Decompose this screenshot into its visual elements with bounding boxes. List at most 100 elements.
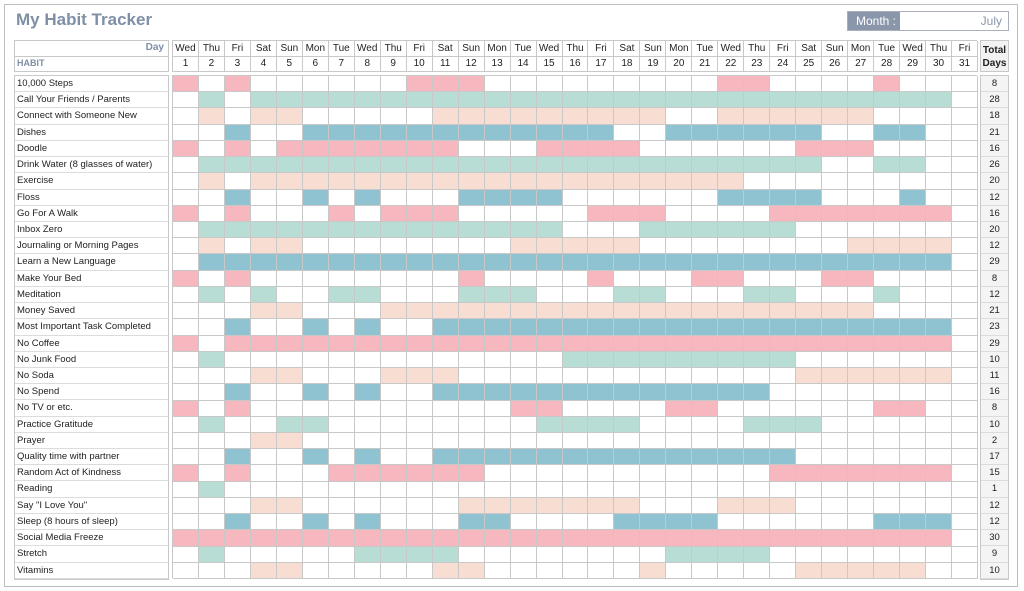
day-cell[interactable]: [952, 482, 978, 498]
day-cell-done[interactable]: [537, 449, 563, 465]
day-cell-done[interactable]: [251, 563, 277, 579]
day-cell-done[interactable]: [692, 271, 718, 287]
day-cell[interactable]: [199, 514, 225, 530]
day-cell[interactable]: [822, 547, 848, 563]
day-cell[interactable]: [407, 271, 433, 287]
day-cell-done[interactable]: [355, 336, 381, 352]
day-cell[interactable]: [407, 417, 433, 433]
day-cell-done[interactable]: [511, 125, 537, 141]
day-cell-done[interactable]: [900, 514, 926, 530]
day-cell-done[interactable]: [459, 222, 485, 238]
day-cell-done[interactable]: [459, 303, 485, 319]
day-cell-done[interactable]: [199, 352, 225, 368]
day-cell[interactable]: [770, 173, 796, 189]
day-cell-done[interactable]: [900, 563, 926, 579]
day-cell-done[interactable]: [900, 401, 926, 417]
day-cell-done[interactable]: [251, 222, 277, 238]
day-cell[interactable]: [822, 125, 848, 141]
day-cell-done[interactable]: [355, 514, 381, 530]
day-cell[interactable]: [770, 401, 796, 417]
day-cell-done[interactable]: [822, 368, 848, 384]
day-cell-done[interactable]: [511, 254, 537, 270]
day-cell[interactable]: [952, 287, 978, 303]
day-cell[interactable]: [355, 563, 381, 579]
day-cell-done[interactable]: [770, 352, 796, 368]
day-cell-done[interactable]: [459, 287, 485, 303]
day-cell-done[interactable]: [433, 157, 459, 173]
day-cell-done[interactable]: [692, 547, 718, 563]
day-cell-done[interactable]: [848, 108, 874, 124]
day-cell[interactable]: [251, 449, 277, 465]
day-cell-done[interactable]: [173, 530, 199, 546]
day-cell-done[interactable]: [640, 92, 666, 108]
day-cell-done[interactable]: [329, 465, 355, 481]
day-cell-done[interactable]: [848, 530, 874, 546]
day-cell-done[interactable]: [407, 76, 433, 92]
day-cell-done[interactable]: [563, 254, 589, 270]
day-cell-done[interactable]: [718, 271, 744, 287]
day-cell[interactable]: [173, 125, 199, 141]
day-cell-done[interactable]: [277, 417, 303, 433]
day-cell-done[interactable]: [563, 530, 589, 546]
day-cell-done[interactable]: [277, 157, 303, 173]
day-cell-done[interactable]: [277, 108, 303, 124]
day-cell-done[interactable]: [692, 319, 718, 335]
day-cell[interactable]: [173, 303, 199, 319]
day-cell[interactable]: [822, 190, 848, 206]
day-cell-done[interactable]: [588, 384, 614, 400]
day-cell[interactable]: [173, 319, 199, 335]
day-cell-done[interactable]: [926, 530, 952, 546]
day-cell[interactable]: [900, 482, 926, 498]
day-cell[interactable]: [952, 498, 978, 514]
day-cell-done[interactable]: [900, 238, 926, 254]
day-cell[interactable]: [796, 482, 822, 498]
day-cell-done[interactable]: [381, 92, 407, 108]
day-cell-done[interactable]: [770, 530, 796, 546]
day-cell[interactable]: [770, 514, 796, 530]
day-cell-done[interactable]: [796, 336, 822, 352]
day-cell[interactable]: [407, 514, 433, 530]
day-cell-done[interactable]: [900, 465, 926, 481]
day-cell-done[interactable]: [225, 319, 251, 335]
day-cell-done[interactable]: [173, 465, 199, 481]
day-cell[interactable]: [900, 141, 926, 157]
day-cell[interactable]: [718, 465, 744, 481]
day-cell[interactable]: [874, 190, 900, 206]
day-cell-done[interactable]: [718, 108, 744, 124]
day-cell-done[interactable]: [692, 173, 718, 189]
day-cell[interactable]: [640, 76, 666, 92]
day-cell-done[interactable]: [433, 222, 459, 238]
day-cell[interactable]: [926, 173, 952, 189]
day-cell[interactable]: [666, 465, 692, 481]
day-cell[interactable]: [563, 514, 589, 530]
day-cell[interactable]: [796, 514, 822, 530]
day-cell-done[interactable]: [614, 303, 640, 319]
day-cell[interactable]: [874, 141, 900, 157]
day-cell-done[interactable]: [355, 449, 381, 465]
day-cell[interactable]: [770, 368, 796, 384]
day-cell-done[interactable]: [822, 336, 848, 352]
day-cell-done[interactable]: [874, 563, 900, 579]
day-cell-done[interactable]: [407, 173, 433, 189]
day-cell-done[interactable]: [588, 352, 614, 368]
day-cell[interactable]: [614, 563, 640, 579]
day-cell-done[interactable]: [563, 141, 589, 157]
day-cell[interactable]: [199, 449, 225, 465]
day-cell[interactable]: [251, 206, 277, 222]
day-cell-done[interactable]: [874, 238, 900, 254]
day-cell[interactable]: [588, 514, 614, 530]
day-cell-done[interactable]: [511, 449, 537, 465]
day-cell[interactable]: [874, 352, 900, 368]
day-cell-done[interactable]: [848, 206, 874, 222]
day-cell-done[interactable]: [588, 157, 614, 173]
day-cell[interactable]: [588, 401, 614, 417]
day-cell-done[interactable]: [277, 368, 303, 384]
day-cell-done[interactable]: [926, 319, 952, 335]
day-cell-done[interactable]: [355, 319, 381, 335]
day-cell-done[interactable]: [770, 303, 796, 319]
day-cell-done[interactable]: [485, 108, 511, 124]
day-cell-done[interactable]: [744, 417, 770, 433]
day-cell[interactable]: [199, 498, 225, 514]
day-cell[interactable]: [173, 92, 199, 108]
day-cell-done[interactable]: [796, 92, 822, 108]
